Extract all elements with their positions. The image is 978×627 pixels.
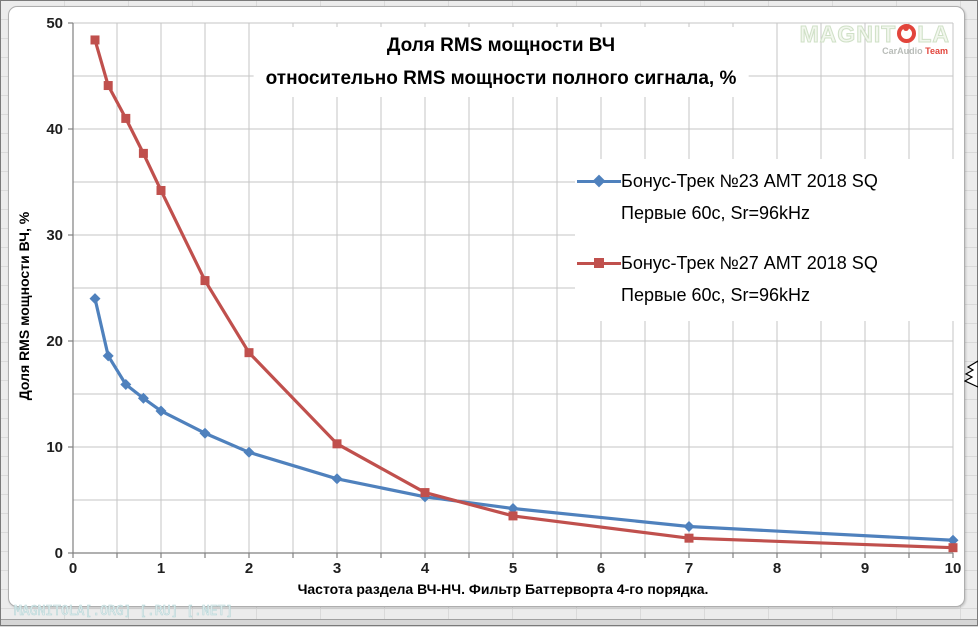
chart-title-line2: относительно RMS мощности полного сигнал… (265, 68, 737, 89)
y-tick-label: 20 (46, 333, 63, 350)
x-tick-label: 8 (773, 560, 781, 577)
series-line-2 (93, 38, 955, 550)
legend-label-series2-line1: Бонус-Трек №27 АМТ 2018 SQ (621, 253, 878, 273)
chart-canvas[interactable]: 0 1 2 3 4 5 6 7 8 9 10 0 10 20 30 40 50 Доля RMS мощност… (8, 6, 965, 607)
x-tick-label: 7 (685, 560, 693, 577)
marker-square-icon (508, 511, 518, 521)
legend-item-series1: Бонус-Трек №23 АМТ 2018 SQ Первые 60с, S… (577, 165, 955, 229)
x-tick-label: 5 (509, 560, 517, 577)
legend: Бонус-Трек №23 АМТ 2018 SQ Первые 60с, S… (575, 159, 955, 321)
legend-label-series1-line2: Первые 60с, Sr=96kHz (621, 203, 811, 223)
legend-label-series2-line2: Первые 60с, Sr=96kHz (621, 285, 811, 305)
x-tick-label: 9 (861, 560, 869, 577)
y-axis-title: Доля RMS мощности ВЧ, % (16, 207, 32, 405)
marker-square-icon (90, 35, 100, 45)
legend-marker-diamond-icon (577, 165, 621, 197)
marker-square-icon (156, 185, 166, 195)
marker-diamond-icon (243, 446, 255, 458)
marker-diamond-icon (199, 427, 211, 439)
marker-square-icon (420, 488, 430, 498)
y-tick-label: 40 (46, 121, 63, 138)
caraudio-label: CarAudio (882, 46, 923, 56)
marker-square-icon (121, 113, 131, 123)
magnitola-logo-icon (897, 23, 917, 43)
magnitola-brand-left: MAGNIT (799, 21, 897, 47)
x-tick-label: 6 (597, 560, 605, 577)
x-tick-label: 4 (421, 560, 430, 577)
watermark-magnitola: MAGNIT LA CarAudio Team (799, 21, 950, 56)
marker-diamond-icon (102, 350, 114, 362)
x-tick-label: 10 (945, 560, 962, 577)
marker-square-icon (332, 439, 342, 449)
caraudio-team-label: CarAudio Team (800, 47, 948, 56)
x-tick-label: 0 (69, 560, 77, 577)
marker-square-icon (948, 543, 958, 553)
legend-label-series1-line1: Бонус-Трек №23 АМТ 2018 SQ (621, 171, 878, 191)
x-axis-title: Частота раздела ВЧ-НЧ. Фильтр Баттерворт… (293, 581, 713, 597)
marker-diamond-icon (683, 521, 695, 532)
marker-square-icon (103, 81, 113, 91)
x-tick-label: 3 (333, 560, 341, 577)
legend-label-series1: Бонус-Трек №23 АМТ 2018 SQ Первые 60с, S… (621, 165, 878, 229)
team-label: Team (925, 46, 948, 56)
legend-label-series2: Бонус-Трек №27 АМТ 2018 SQ Первые 60с, S… (621, 247, 878, 311)
watermark-bottom: MAGNITOLA[.ORG] [.RU] [.NET] (14, 604, 234, 620)
marker-diamond-icon (947, 534, 959, 546)
x-tick-label: 2 (245, 560, 253, 577)
marker-diamond-icon (331, 473, 343, 485)
marker-diamond-icon (155, 405, 167, 417)
legend-item-series2: Бонус-Трек №27 АМТ 2018 SQ Первые 60с, S… (577, 247, 955, 311)
mouse-cursor-icon (964, 360, 978, 388)
chart-title: Доля RMS мощности ВЧ относительно RMS мо… (253, 27, 749, 97)
sheet-bottom-strip (0, 619, 978, 627)
marker-square-icon (138, 148, 148, 158)
magnitola-brand-right: LA (917, 21, 950, 47)
marker-square-icon (200, 276, 210, 286)
marker-square-icon (244, 348, 254, 358)
chart-title-line1: Доля RMS мощности ВЧ (386, 35, 616, 56)
marker-square-icon (684, 533, 694, 543)
marker-diamond-icon (89, 293, 101, 305)
marker-diamond-icon (507, 502, 519, 514)
marker-diamond-icon (137, 392, 149, 404)
y-tick-label: 30 (46, 227, 63, 244)
x-tick-label: 1 (157, 560, 165, 577)
series-line-1 (93, 297, 955, 542)
marker-diamond-icon (120, 378, 132, 390)
y-tick-label: 10 (46, 439, 63, 456)
y-tick-label: 50 (46, 15, 63, 32)
y-tick-label: 0 (55, 545, 63, 562)
legend-marker-square-icon (577, 247, 621, 279)
